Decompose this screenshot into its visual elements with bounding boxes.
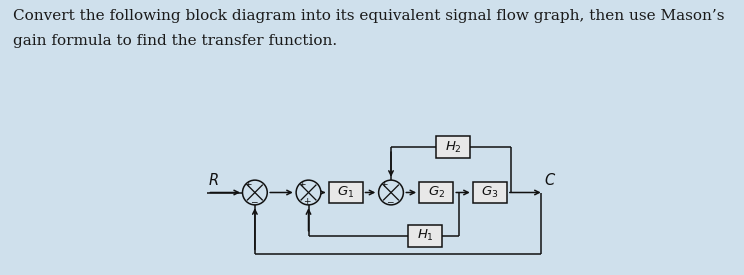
Text: +: + xyxy=(304,197,311,206)
Bar xyxy=(420,182,453,203)
Text: $H_1$: $H_1$ xyxy=(417,228,434,243)
Bar xyxy=(329,182,362,203)
Circle shape xyxy=(296,180,321,205)
Bar xyxy=(408,225,442,246)
Text: $H_2$: $H_2$ xyxy=(445,140,461,155)
Text: $G_2$: $G_2$ xyxy=(428,185,445,200)
Text: $C$: $C$ xyxy=(545,172,557,188)
Text: $G_1$: $G_1$ xyxy=(337,185,354,200)
Text: $G_3$: $G_3$ xyxy=(481,185,498,200)
Circle shape xyxy=(243,180,267,205)
Text: +: + xyxy=(244,180,251,189)
Bar xyxy=(436,136,470,158)
Circle shape xyxy=(379,180,403,205)
Text: +: + xyxy=(380,180,388,189)
Text: Convert the following block diagram into its equivalent signal flow graph, then : Convert the following block diagram into… xyxy=(13,9,725,48)
Text: −: − xyxy=(386,197,394,206)
Text: −: − xyxy=(250,197,257,206)
Text: $R$: $R$ xyxy=(208,172,219,188)
Bar xyxy=(473,182,507,203)
Text: +: + xyxy=(298,180,306,189)
